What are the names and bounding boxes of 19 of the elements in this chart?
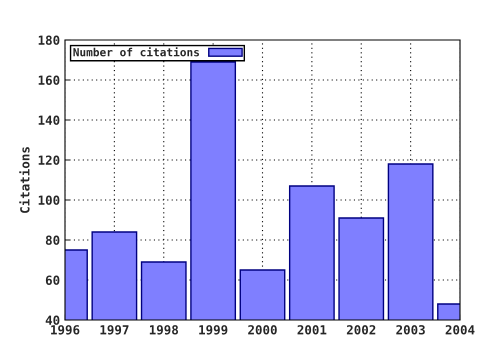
x-tick-label: 2001: [298, 325, 326, 335]
y-tick-label: 140: [38, 115, 60, 125]
x-tick-label: 1999: [199, 325, 228, 335]
x-tick-label: 1996: [51, 325, 80, 335]
y-tick-label: 160: [38, 75, 60, 85]
x-tick-label: 2003: [396, 325, 425, 335]
y-axis-title: Citations: [19, 147, 30, 213]
y-tick-label: 60: [46, 275, 60, 285]
y-tick-label: 80: [46, 235, 60, 245]
y-tick-label: 180: [38, 35, 60, 45]
y-tick-label: 100: [38, 195, 60, 205]
x-tick-label: 1997: [100, 325, 128, 335]
x-tick-label: 1998: [150, 325, 178, 335]
x-tick-label: 2002: [346, 325, 376, 335]
y-tick-label: 120: [38, 155, 60, 165]
y-tick-label: 40: [46, 315, 60, 325]
x-tick-label: 2004: [446, 325, 474, 335]
legend-label: Number of citations: [73, 47, 199, 56]
x-tick-label: 2000: [248, 325, 277, 335]
